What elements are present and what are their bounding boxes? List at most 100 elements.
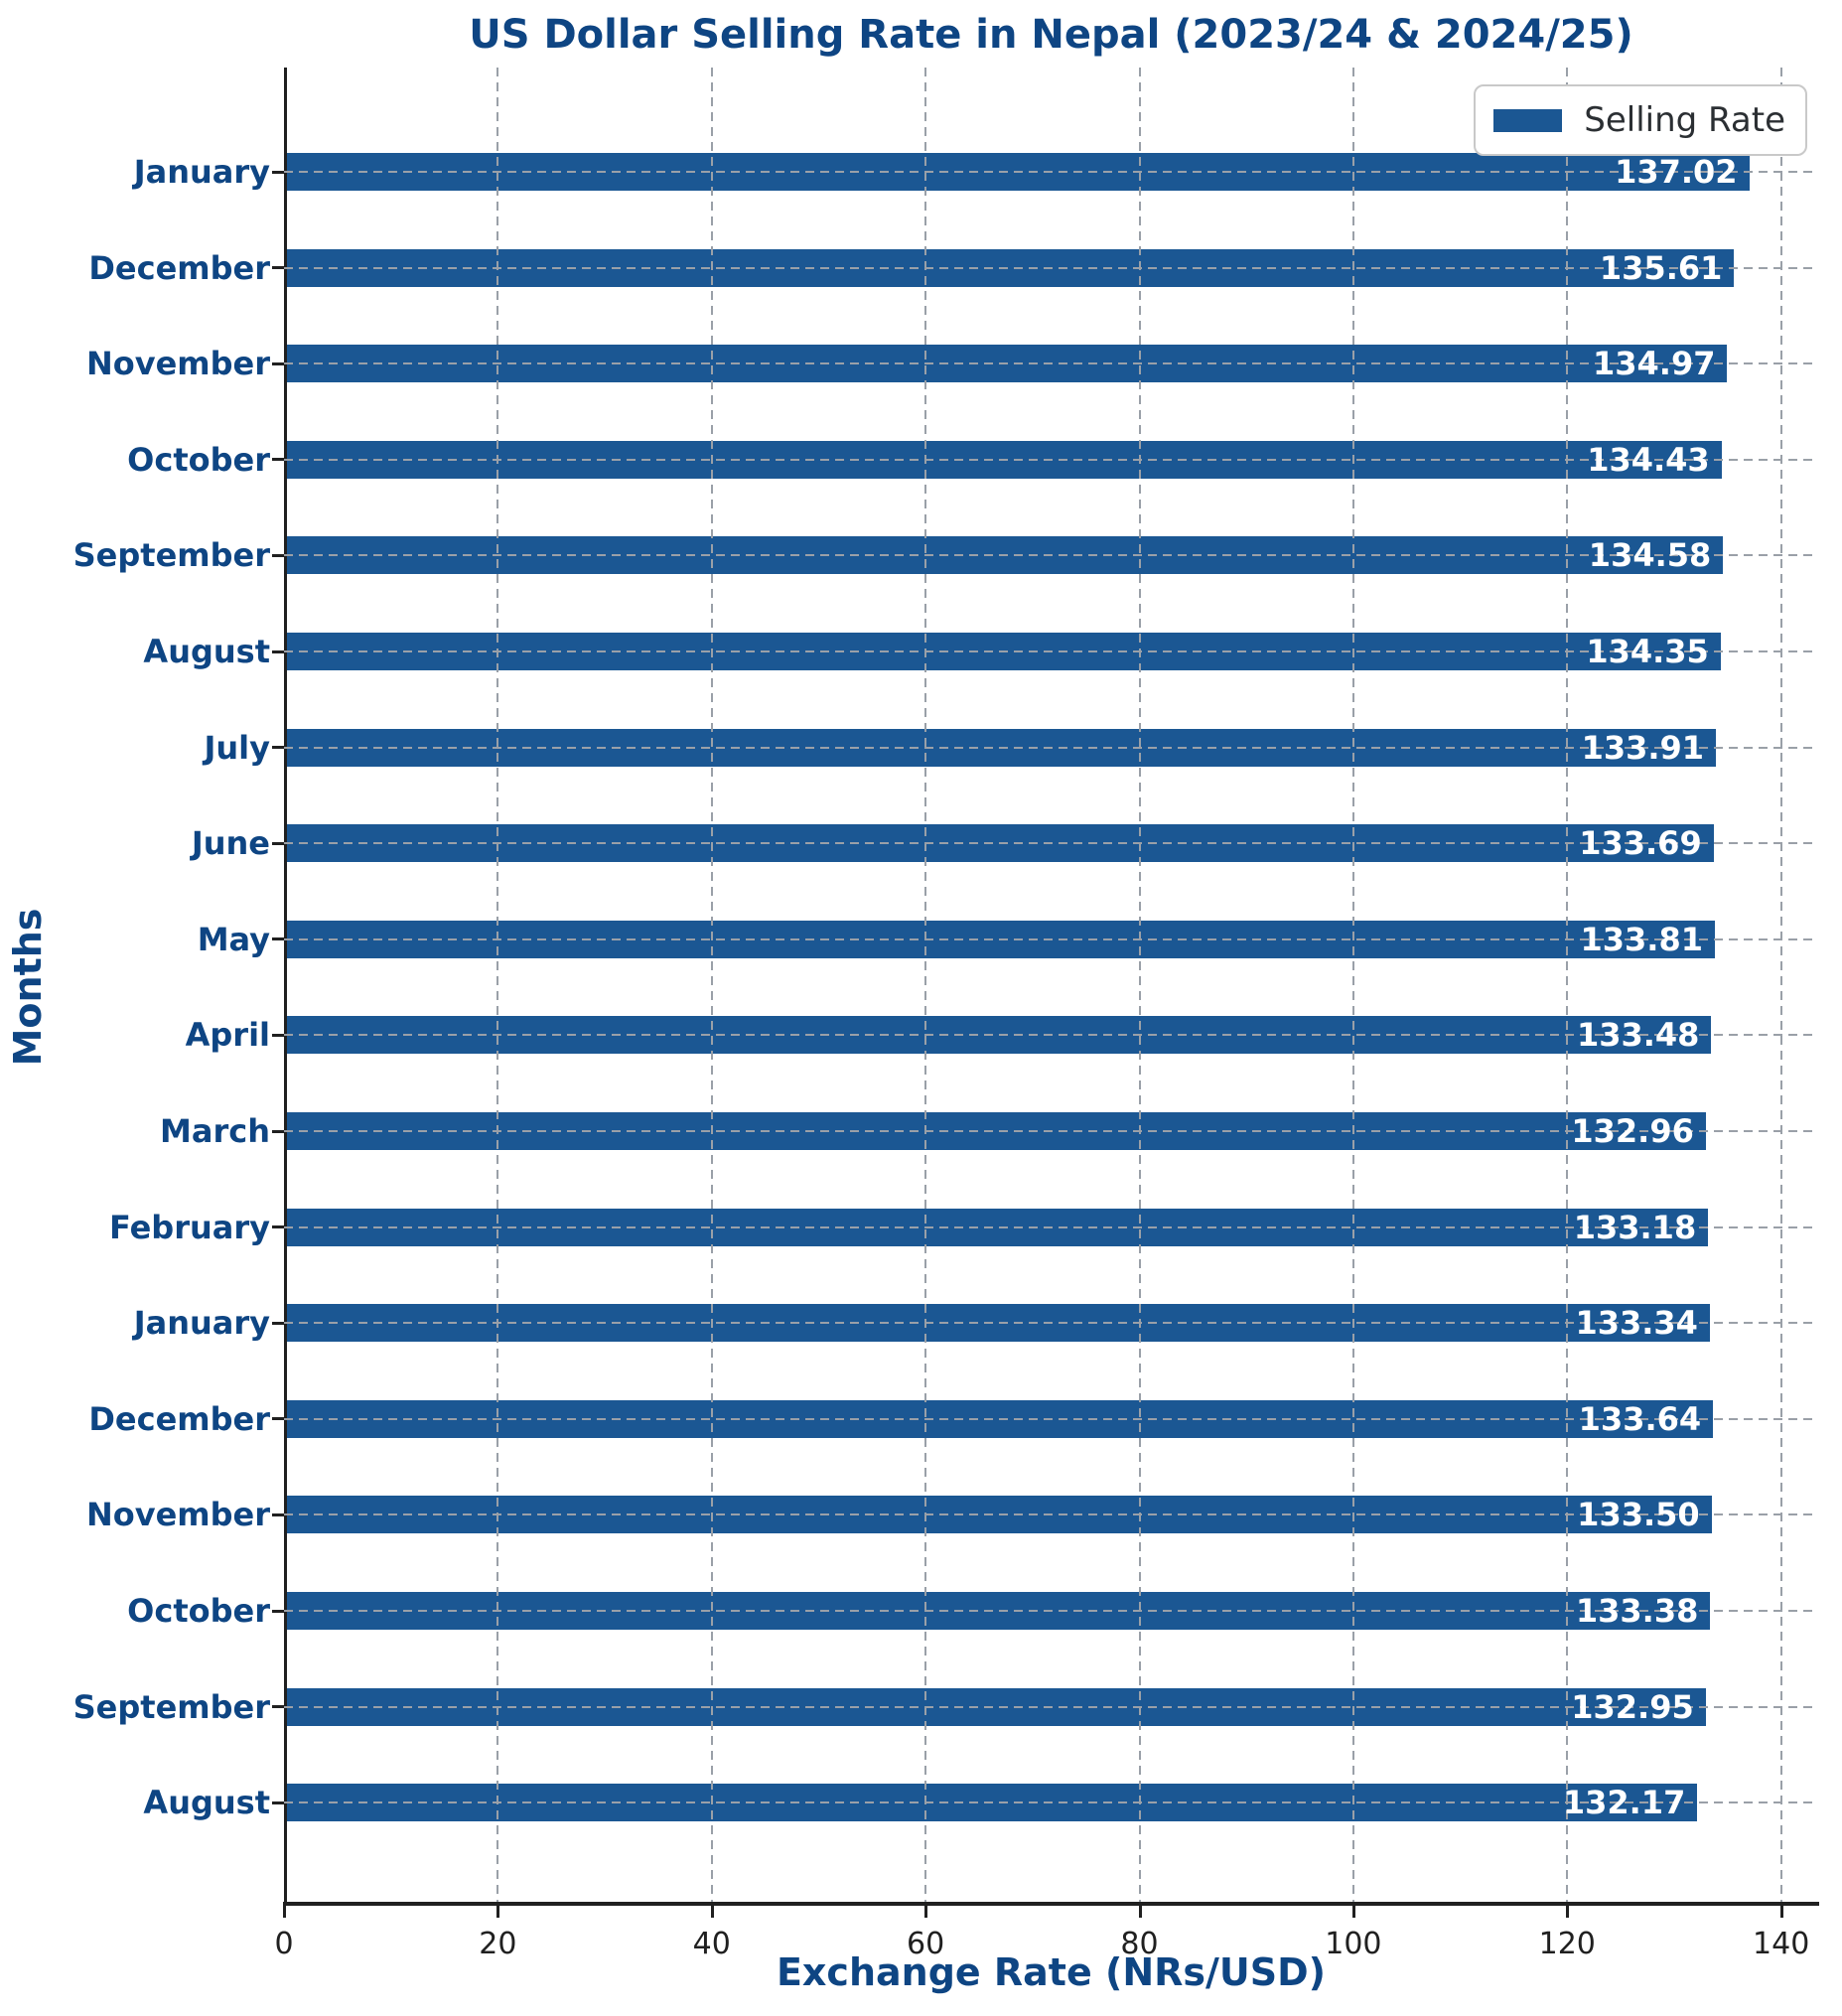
bar-value-label: 137.02 — [1615, 153, 1738, 191]
h-gridline — [284, 266, 1818, 269]
y-tick-mark — [272, 1512, 284, 1516]
y-tick-mark — [272, 1609, 284, 1613]
x-tick-mark — [1351, 1906, 1355, 1918]
y-tick-label-october: October — [127, 440, 270, 479]
x-tick-label: 80 — [1120, 1927, 1159, 1961]
chart-title: US Dollar Selling Rate in Nepal (2023/24… — [469, 12, 1633, 58]
v-gridline — [1138, 68, 1141, 1902]
x-tick-mark — [283, 1906, 286, 1918]
h-gridline — [284, 1417, 1818, 1420]
y-tick-label-january: January — [133, 1304, 270, 1343]
bar-value-label: 133.69 — [1579, 824, 1702, 863]
y-tick-mark — [272, 266, 284, 270]
h-gridline — [284, 1322, 1818, 1325]
y-tick-label-august: August — [143, 1784, 270, 1822]
y-tick-mark — [272, 1800, 284, 1804]
bar-value-label: 135.61 — [1599, 248, 1723, 287]
y-tick-mark — [272, 649, 284, 653]
y-tick-mark — [272, 1321, 284, 1325]
x-axis-spine — [283, 1902, 1819, 1906]
h-gridline — [284, 1225, 1818, 1228]
x-tick-label: 20 — [479, 1927, 517, 1961]
h-gridline — [284, 554, 1818, 557]
h-gridline — [284, 362, 1818, 365]
y-tick-label-may: May — [197, 920, 270, 958]
y-tick-mark — [272, 937, 284, 941]
bar-value-label: 133.18 — [1573, 1208, 1697, 1246]
bar-value-label: 134.97 — [1593, 345, 1716, 383]
bar-value-label: 133.38 — [1575, 1592, 1699, 1630]
h-gridline — [284, 650, 1818, 652]
v-gridline — [1351, 68, 1354, 1902]
bar-value-label: 133.64 — [1578, 1399, 1702, 1438]
x-tick-mark — [496, 1906, 500, 1918]
y-tick-label-december: December — [88, 1399, 270, 1438]
y-tick-label-april: April — [185, 1016, 270, 1055]
bar-value-label: 132.96 — [1571, 1112, 1694, 1150]
h-gridline — [284, 1513, 1818, 1516]
y-tick-mark — [272, 361, 284, 365]
bar-value-label: 133.34 — [1575, 1304, 1698, 1343]
y-tick-label-july: July — [204, 728, 270, 767]
v-gridline — [496, 68, 499, 1902]
v-gridline — [710, 68, 713, 1902]
x-tick-label: 120 — [1538, 1927, 1596, 1961]
y-tick-label-june: June — [191, 824, 270, 863]
y-tick-label-december: December — [88, 248, 270, 287]
h-gridline — [284, 171, 1818, 173]
x-tick-label: 0 — [274, 1927, 294, 1961]
y-tick-mark — [272, 170, 284, 174]
x-tick-mark — [924, 1906, 928, 1918]
y-tick-label-september: September — [72, 1687, 270, 1726]
y-tick-mark — [272, 553, 284, 557]
v-gridline — [1566, 68, 1569, 1902]
y-tick-label-october: October — [127, 1592, 270, 1630]
h-gridline — [284, 458, 1818, 461]
x-tick-mark — [1566, 1906, 1570, 1918]
h-gridline — [284, 746, 1818, 749]
y-tick-mark — [272, 1033, 284, 1037]
x-tick-mark — [1779, 1906, 1783, 1918]
x-tick-label: 140 — [1753, 1927, 1810, 1961]
bar-value-label: 133.48 — [1576, 1016, 1700, 1055]
y-tick-mark — [272, 841, 284, 845]
h-gridline — [284, 937, 1818, 940]
y-tick-label-january: January — [133, 153, 270, 191]
bar-value-label: 134.58 — [1588, 536, 1712, 575]
bar-value-label: 132.95 — [1571, 1687, 1694, 1726]
x-tick-label: 40 — [692, 1927, 731, 1961]
x-tick-mark — [710, 1906, 714, 1918]
y-tick-label-november: November — [85, 345, 270, 383]
legend-label: Selling Rate — [1584, 100, 1785, 140]
x-tick-label: 60 — [907, 1927, 945, 1961]
bar-value-label: 133.81 — [1580, 920, 1703, 958]
bar-value-label: 134.35 — [1586, 633, 1709, 670]
y-tick-mark — [272, 1225, 284, 1229]
y-tick-label-november: November — [85, 1496, 270, 1534]
x-tick-mark — [1138, 1906, 1142, 1918]
legend: Selling Rate — [1474, 84, 1807, 156]
y-tick-mark — [272, 746, 284, 750]
bar-value-label: 134.43 — [1587, 440, 1710, 479]
x-tick-label: 100 — [1325, 1927, 1382, 1961]
plot-area: Selling Rate 0 20 40 60 80 100 120 140 137.02 Jan… — [73, 68, 1819, 1961]
y-tick-mark — [272, 1417, 284, 1421]
h-gridline — [284, 842, 1818, 845]
y-tick-mark — [272, 1705, 284, 1709]
x-axis-label: Exchange Rate (NRs/USD) — [776, 1950, 1327, 1994]
bar-value-label: 133.50 — [1577, 1496, 1700, 1534]
v-gridline — [1779, 68, 1782, 1902]
y-tick-label-march: March — [160, 1112, 270, 1150]
h-gridline — [284, 1801, 1818, 1804]
legend-swatch-selling-rate — [1493, 108, 1563, 132]
y-tick-label-february: February — [109, 1208, 270, 1246]
y-tick-mark — [272, 458, 284, 462]
v-gridline — [924, 68, 927, 1902]
y-tick-label-august: August — [143, 633, 270, 670]
bar-value-label: 133.91 — [1581, 728, 1705, 767]
y-tick-label-september: September — [72, 536, 270, 575]
y-tick-mark — [272, 1129, 284, 1133]
y-axis-label: Months — [6, 908, 50, 1067]
h-gridline — [284, 1130, 1818, 1132]
